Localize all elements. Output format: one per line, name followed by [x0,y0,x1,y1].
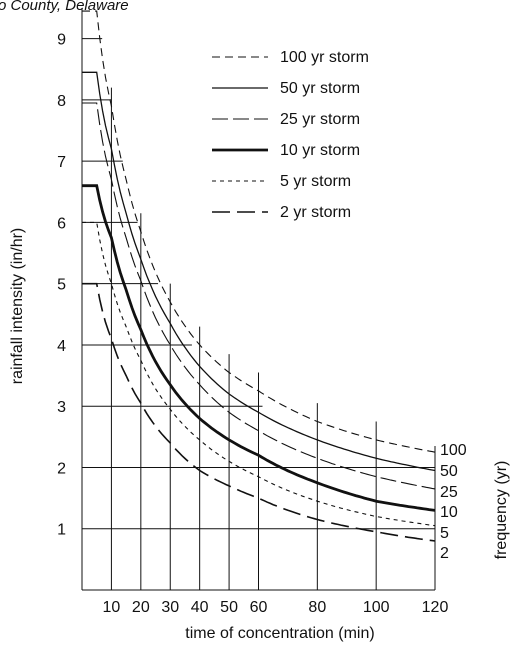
y-tick-label: 3 [57,399,66,416]
y-tick-labels: 1 2 3 4 5 6 7 8 9 [57,32,66,539]
y-axis-title: rainfall intensity (in/hr) [9,228,26,385]
frequency-label-2: 2 [440,545,449,562]
frequency-label-5: 5 [440,525,449,542]
grid [81,8,436,591]
series-line-5-yr [82,221,436,527]
x-tick-label: 20 [132,599,150,616]
curves [82,10,436,542]
x-tick-label: 40 [191,599,209,616]
x-tick-label: 100 [363,599,390,616]
legend-label-100-yr: 100 yr storm [280,49,369,66]
legend-label-50-yr: 50 yr storm [280,80,360,97]
x-axis-title: time of concentration (min) [185,625,374,642]
x-tick-labels: 10 20 30 40 50 60 80 100 120 [103,599,449,616]
y-tick-label: 2 [57,460,66,477]
frequency-labels: 100 50 25 10 5 2 [440,442,467,562]
frequency-axis-title: frequency (yr) [493,461,510,560]
legend-label-10-yr: 10 yr storm [280,142,360,159]
y-tick-label: 7 [57,154,66,171]
y-tick-label: 1 [57,522,66,539]
frequency-label-50: 50 [440,463,458,480]
series-line-10-yr [82,184,436,512]
y-tick-label: 6 [57,215,66,232]
x-tick-label: 120 [422,599,449,616]
y-tick-label: 4 [57,338,66,355]
series-line-50-yr [82,71,436,472]
legend-label-5-yr: 5 yr storm [280,173,351,190]
legend-label-25-yr: 25 yr storm [280,111,360,128]
y-tick-label: 8 [57,93,66,110]
frequency-label-10: 10 [440,504,458,521]
x-tick-label: 30 [161,599,179,616]
x-tick-label: 50 [220,599,238,616]
series-line-2-yr [82,282,436,542]
x-tick-label: 10 [103,599,121,616]
legend-label-2-yr: 2 yr storm [280,204,351,221]
y-tick-label: 9 [57,32,66,49]
x-tick-label: 80 [308,599,326,616]
series-line-100-yr [82,10,436,453]
frequency-label-100: 100 [440,442,467,459]
x-tick-label: 60 [250,599,268,616]
series-line-25-yr [82,102,436,490]
y-tick-label: 5 [57,277,66,294]
frequency-label-25: 25 [440,484,458,501]
legend: 100 yr storm 50 yr storm 25 yr storm 10 yr … [212,49,369,221]
caption: o County, Delaware [0,0,129,14]
